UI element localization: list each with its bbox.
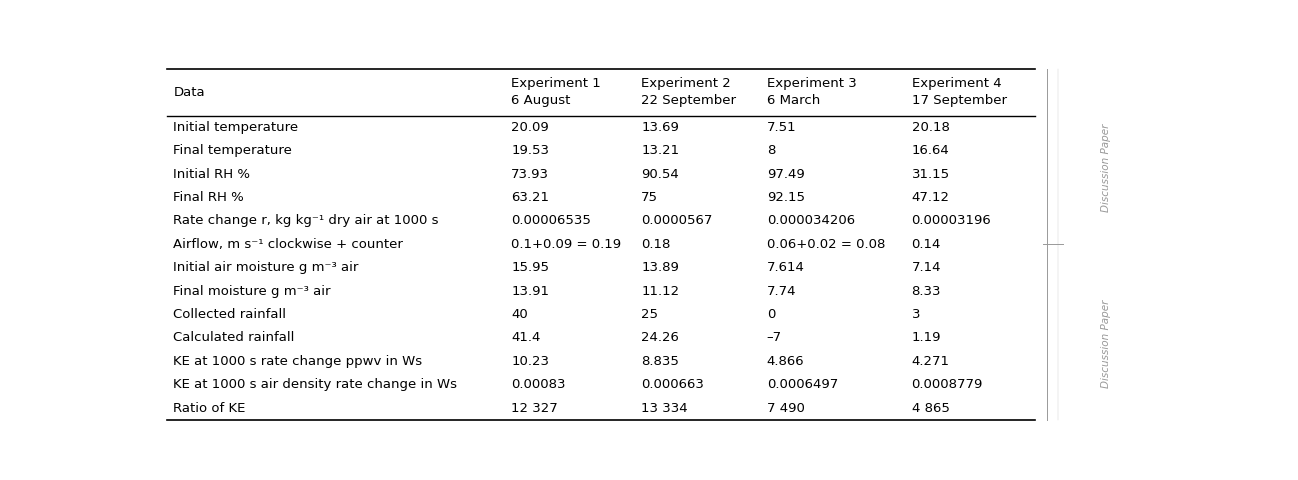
Text: 0.00083: 0.00083 bbox=[511, 378, 566, 391]
Text: Experiment 3
6 March: Experiment 3 6 March bbox=[767, 77, 857, 107]
Text: 24.26: 24.26 bbox=[641, 331, 679, 344]
Text: 92.15: 92.15 bbox=[767, 191, 805, 204]
Text: 3: 3 bbox=[911, 308, 920, 321]
Text: 0.000034206: 0.000034206 bbox=[767, 215, 855, 228]
Text: 0: 0 bbox=[767, 308, 775, 321]
Text: 10.23: 10.23 bbox=[511, 355, 549, 368]
Text: 0.18: 0.18 bbox=[641, 238, 671, 251]
Text: Data: Data bbox=[174, 85, 205, 98]
Text: 12 327: 12 327 bbox=[511, 402, 558, 415]
Text: 0.00003196: 0.00003196 bbox=[911, 215, 992, 228]
Text: 0.06+0.02 = 0.08: 0.06+0.02 = 0.08 bbox=[767, 238, 885, 251]
Text: 7.614: 7.614 bbox=[767, 261, 805, 274]
Text: Experiment 2
22 September: Experiment 2 22 September bbox=[641, 77, 736, 107]
Text: Experiment 4
17 September: Experiment 4 17 September bbox=[911, 77, 1006, 107]
Text: Discussion Paper: Discussion Paper bbox=[1101, 300, 1111, 388]
Text: 20.18: 20.18 bbox=[911, 120, 949, 134]
Text: 41.4: 41.4 bbox=[511, 331, 541, 344]
Text: 7 490: 7 490 bbox=[767, 402, 805, 415]
Text: 97.49: 97.49 bbox=[767, 168, 805, 180]
Text: 20.09: 20.09 bbox=[511, 120, 549, 134]
Text: 63.21: 63.21 bbox=[511, 191, 549, 204]
Text: 25: 25 bbox=[641, 308, 658, 321]
Text: Rate change r, kg kg⁻¹ dry air at 1000 s: Rate change r, kg kg⁻¹ dry air at 1000 s bbox=[174, 215, 439, 228]
Text: Final temperature: Final temperature bbox=[174, 144, 292, 157]
Text: 13 334: 13 334 bbox=[641, 402, 688, 415]
Text: 4 865: 4 865 bbox=[911, 402, 949, 415]
Text: –7: –7 bbox=[767, 331, 781, 344]
Text: 0.00006535: 0.00006535 bbox=[511, 215, 591, 228]
Text: 0.0008779: 0.0008779 bbox=[911, 378, 983, 391]
Text: 8.835: 8.835 bbox=[641, 355, 679, 368]
Text: 8: 8 bbox=[767, 144, 775, 157]
Text: 0.0006497: 0.0006497 bbox=[767, 378, 839, 391]
Text: 16.64: 16.64 bbox=[911, 144, 949, 157]
Text: 7.74: 7.74 bbox=[767, 285, 796, 298]
Text: 0.14: 0.14 bbox=[911, 238, 941, 251]
Text: 31.15: 31.15 bbox=[911, 168, 950, 180]
Text: Experiment 1
6 August: Experiment 1 6 August bbox=[511, 77, 601, 107]
Text: 4.271: 4.271 bbox=[911, 355, 950, 368]
Text: 0.0000567: 0.0000567 bbox=[641, 215, 713, 228]
Text: 13.69: 13.69 bbox=[641, 120, 679, 134]
Text: Collected rainfall: Collected rainfall bbox=[174, 308, 287, 321]
Text: Initial air moisture g m⁻³ air: Initial air moisture g m⁻³ air bbox=[174, 261, 358, 274]
Text: 0.1+0.09 = 0.19: 0.1+0.09 = 0.19 bbox=[511, 238, 622, 251]
Text: KE at 1000 s air density rate change in Ws: KE at 1000 s air density rate change in … bbox=[174, 378, 457, 391]
Text: Final RH %: Final RH % bbox=[174, 191, 244, 204]
Text: Airflow, m s⁻¹ clockwise + counter: Airflow, m s⁻¹ clockwise + counter bbox=[174, 238, 404, 251]
Text: 8.33: 8.33 bbox=[911, 285, 941, 298]
Text: 7.14: 7.14 bbox=[911, 261, 941, 274]
Text: 11.12: 11.12 bbox=[641, 285, 679, 298]
Text: 1.19: 1.19 bbox=[911, 331, 941, 344]
Text: 0.000663: 0.000663 bbox=[641, 378, 704, 391]
Text: 73.93: 73.93 bbox=[511, 168, 549, 180]
Text: KE at 1000 s rate change ppwv in Ws: KE at 1000 s rate change ppwv in Ws bbox=[174, 355, 422, 368]
Text: Calculated rainfall: Calculated rainfall bbox=[174, 331, 295, 344]
Text: 19.53: 19.53 bbox=[511, 144, 549, 157]
Text: Final moisture g m⁻³ air: Final moisture g m⁻³ air bbox=[174, 285, 331, 298]
Text: 7.51: 7.51 bbox=[767, 120, 797, 134]
Text: 47.12: 47.12 bbox=[911, 191, 950, 204]
Text: 13.89: 13.89 bbox=[641, 261, 679, 274]
Text: Initial RH %: Initial RH % bbox=[174, 168, 251, 180]
Text: 40: 40 bbox=[511, 308, 528, 321]
Text: 13.21: 13.21 bbox=[641, 144, 679, 157]
Text: Discussion Paper: Discussion Paper bbox=[1101, 124, 1111, 212]
Text: 4.866: 4.866 bbox=[767, 355, 805, 368]
Text: Ratio of KE: Ratio of KE bbox=[174, 402, 245, 415]
Text: Initial temperature: Initial temperature bbox=[174, 120, 299, 134]
Text: 13.91: 13.91 bbox=[511, 285, 549, 298]
Text: 90.54: 90.54 bbox=[641, 168, 679, 180]
Text: 15.95: 15.95 bbox=[511, 261, 549, 274]
Text: 75: 75 bbox=[641, 191, 658, 204]
